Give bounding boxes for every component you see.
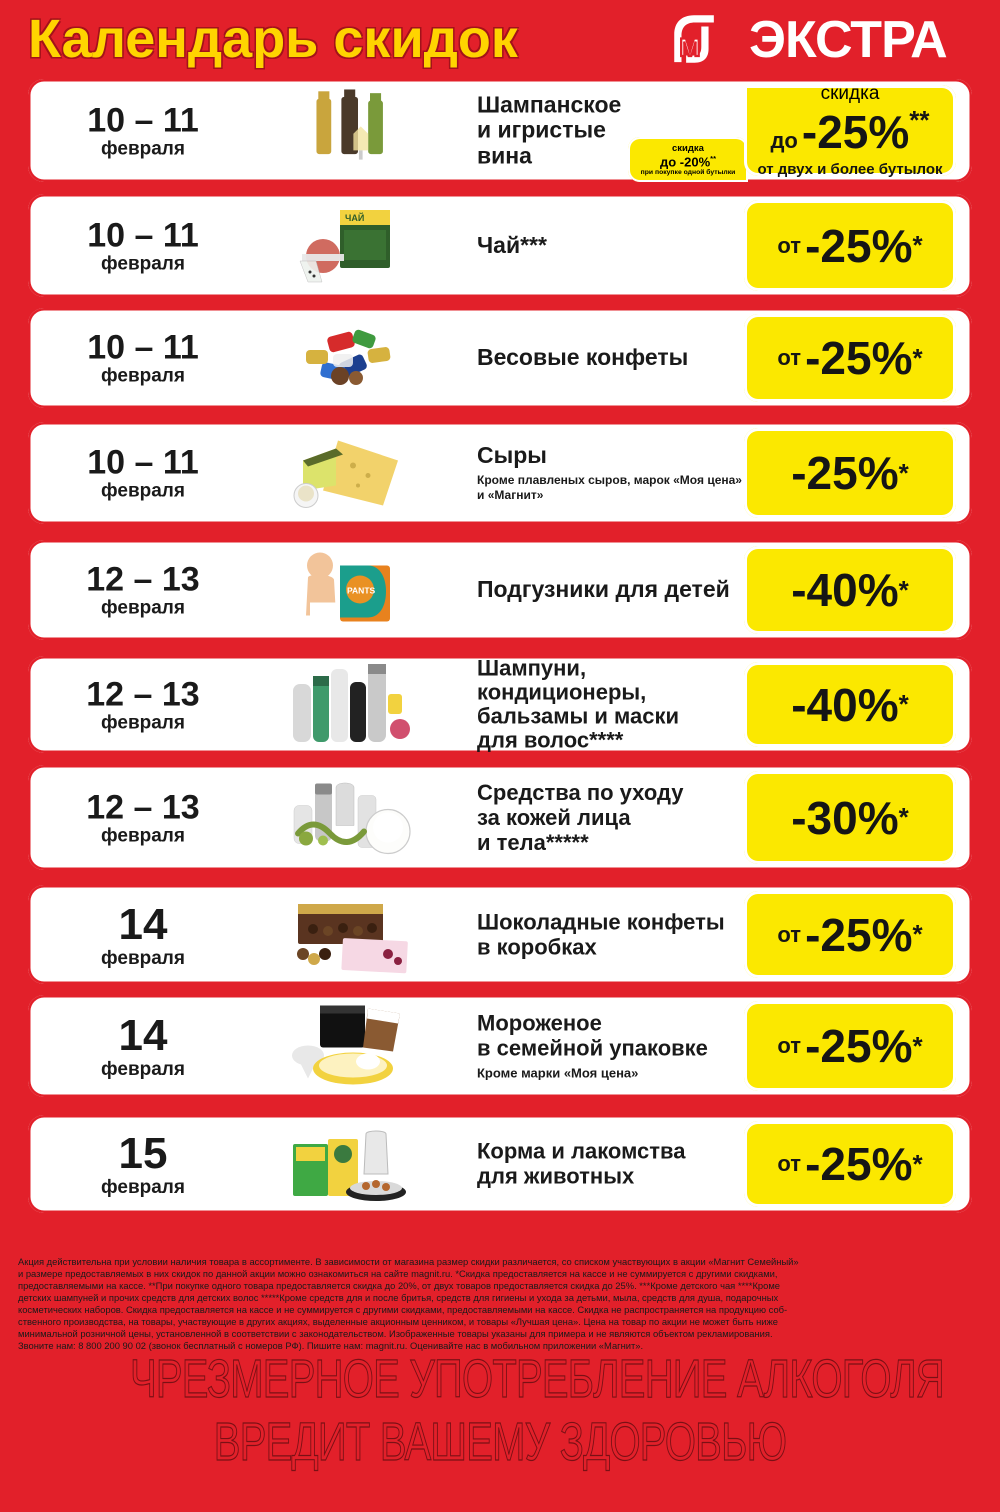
svg-text:ЧАЙ: ЧАЙ (345, 212, 364, 223)
svg-text:PANTS: PANTS (347, 586, 376, 596)
svg-text:M: M (680, 34, 701, 62)
